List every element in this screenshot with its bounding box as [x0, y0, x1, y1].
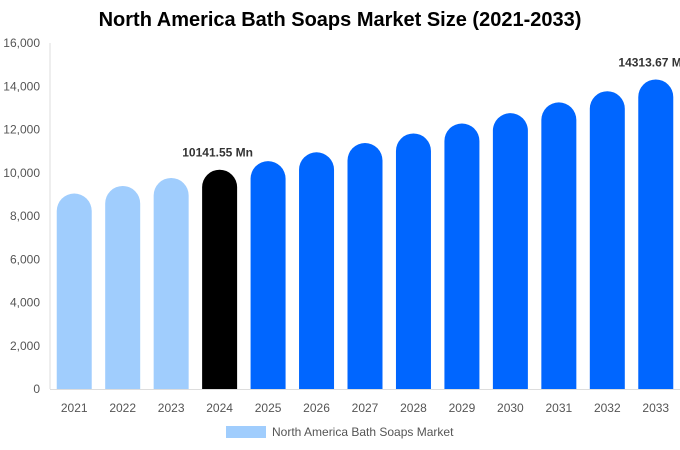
chart-title: North America Bath Soaps Market Size (20…	[98, 9, 582, 31]
y-tick-label: 12,000	[3, 123, 40, 137]
x-tick-label: 2027	[352, 401, 379, 415]
bar-2022	[105, 185, 141, 389]
legend[interactable]: North America Bath Soaps Market	[226, 425, 453, 439]
y-tick-label: 6,000	[10, 252, 40, 266]
x-tick-label: 2025	[255, 401, 282, 415]
y-tick-label: 8,000	[10, 209, 40, 223]
legend-swatch	[226, 426, 266, 438]
x-tick-label: 2031	[545, 401, 572, 415]
bar-2021	[56, 193, 92, 389]
bar-2030	[492, 113, 528, 390]
bar-2025	[250, 161, 286, 389]
x-tick-label: 2024	[206, 401, 233, 415]
y-tick-label: 2,000	[10, 339, 40, 353]
y-tick-label: 4,000	[10, 296, 40, 310]
bar-2029	[444, 123, 480, 390]
x-tick-label: 2029	[449, 401, 476, 415]
bar-2026	[299, 152, 335, 389]
x-tick-label: 2033	[642, 401, 669, 415]
bar-2028	[395, 133, 431, 389]
x-tick-label: 2032	[594, 401, 621, 415]
legend-label: North America Bath Soaps Market	[272, 425, 454, 439]
x-tick-label: 2026	[303, 401, 330, 415]
x-tick-label: 2023	[158, 401, 185, 415]
bar-2024	[202, 169, 238, 389]
bar-2023	[153, 177, 189, 389]
data-label: 14313.67 Mn	[618, 55, 680, 69]
bar-2033	[638, 79, 674, 389]
y-tick-label: 0	[33, 382, 40, 396]
x-tick-label: 2030	[497, 401, 524, 415]
bar-2027	[347, 143, 383, 389]
y-tick-label: 10,000	[3, 166, 40, 180]
data-label: 10141.55 Mn	[182, 146, 253, 160]
y-tick-label: 14,000	[3, 79, 40, 93]
x-tick-label: 2022	[109, 401, 136, 415]
x-tick-label: 2021	[61, 401, 88, 415]
bar-2031	[541, 102, 577, 390]
x-tick-label: 2028	[400, 401, 427, 415]
y-tick-label: 16,000	[3, 36, 40, 50]
bar-2032	[589, 91, 625, 389]
